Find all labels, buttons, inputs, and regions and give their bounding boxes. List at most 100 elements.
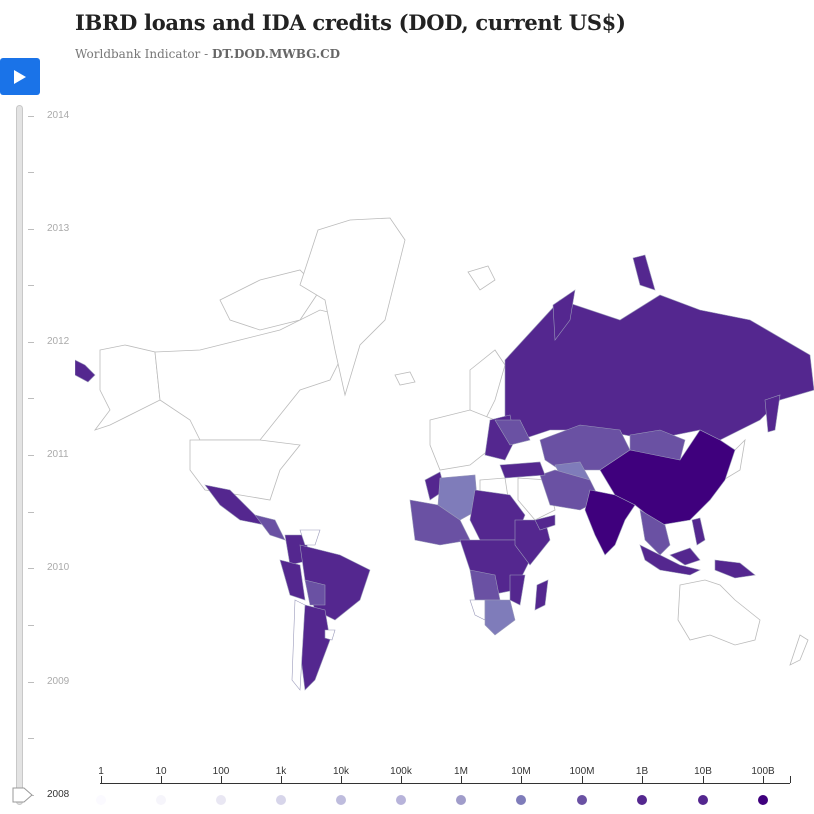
region-philippines	[691, 517, 706, 546]
timeline-tick	[28, 229, 34, 230]
region-turkey	[499, 461, 546, 479]
legend-tick	[341, 776, 342, 783]
legend-label: 1	[98, 766, 104, 777]
region-ukraine	[494, 419, 531, 446]
region-bolivia	[304, 579, 326, 606]
legend-label: 1B	[635, 766, 649, 777]
subtitle-prefix: Worldbank Indicator -	[75, 47, 212, 61]
region-central-america	[254, 514, 286, 541]
legend-color-swatch	[276, 795, 286, 805]
legend-tick	[763, 776, 764, 783]
region-greenland	[299, 217, 406, 397]
region-venezuela	[299, 529, 321, 546]
legend-tick	[582, 776, 583, 783]
region-se-asia	[639, 509, 671, 556]
legend-color-swatch	[156, 795, 166, 805]
legend-label: 100k	[390, 766, 412, 777]
timeline-minor-tick	[28, 512, 34, 513]
timeline-minor-tick	[28, 285, 34, 286]
legend-label: 100B	[751, 766, 775, 777]
legend-tick	[642, 776, 643, 783]
legend-tick	[521, 776, 522, 783]
timeline-year-2011[interactable]: 2011	[47, 449, 69, 460]
legend-label: 1M	[454, 766, 468, 777]
region-kamchatka	[764, 394, 781, 433]
timeline-tick	[28, 682, 34, 683]
legend-color-swatch	[96, 795, 106, 805]
region-russia-islands	[632, 254, 656, 291]
legend-label: 10	[155, 766, 167, 777]
timeline-year-2012[interactable]: 2012	[47, 336, 70, 347]
region-yemen	[534, 514, 556, 531]
legend-tick	[281, 776, 282, 783]
region-aleutian	[75, 359, 96, 383]
chart-subtitle: Worldbank Indicator - DT.DOD.MWBG.CD	[75, 47, 340, 61]
region-iceland	[394, 371, 416, 386]
legend-tick	[221, 776, 222, 783]
legend-tick	[461, 776, 462, 783]
timeline-slider-track[interactable]	[16, 105, 23, 805]
region-svalbard	[467, 265, 496, 291]
region-new-zealand	[789, 634, 809, 666]
legend-color-swatch	[758, 795, 768, 805]
timeline-minor-tick	[28, 625, 34, 626]
region-usa	[189, 439, 301, 501]
legend-label: 100M	[569, 766, 595, 777]
region-novaya-zemlya	[552, 289, 576, 341]
region-canadian-arctic	[219, 269, 321, 331]
legend-color-swatch	[456, 795, 466, 805]
legend-color-swatch	[216, 795, 226, 805]
legend-label: 10M	[511, 766, 531, 777]
legend-tick	[161, 776, 162, 783]
timeline-year-2008[interactable]: 2008	[47, 789, 70, 800]
timeline-tick	[28, 342, 34, 343]
legend-tick	[401, 776, 402, 783]
play-button[interactable]	[0, 58, 40, 95]
region-borneo-sulawesi	[669, 547, 701, 566]
legend-label: 100	[212, 766, 230, 777]
timeline-year-2010[interactable]: 2010	[47, 562, 70, 573]
region-papua	[714, 559, 756, 579]
legend-color-swatch	[577, 795, 587, 805]
timeline-slider-handle[interactable]	[12, 787, 34, 805]
region-western-europe	[429, 409, 496, 471]
region-scandinavia	[469, 349, 506, 421]
legend-axis-end-tick	[790, 776, 791, 783]
region-algeria	[437, 474, 479, 521]
region-indonesia	[639, 544, 701, 576]
timeline-year-2009[interactable]: 2009	[47, 676, 70, 687]
timeline-tick	[28, 116, 34, 117]
world-map	[75, 217, 814, 691]
region-chile	[291, 599, 306, 691]
region-mozambique	[509, 574, 526, 606]
legend-tick	[703, 776, 704, 783]
legend-axis	[100, 783, 790, 784]
timeline-minor-tick	[28, 172, 34, 173]
legend-color-swatch	[698, 795, 708, 805]
legend-color-swatch	[637, 795, 647, 805]
region-canada	[154, 309, 361, 441]
legend-color-swatch	[336, 795, 346, 805]
indicator-code: DT.DOD.MWBG.CD	[211, 47, 341, 61]
region-russia	[504, 294, 814, 441]
region-peru	[279, 559, 306, 601]
region-alaska	[93, 344, 161, 431]
legend-label: 10k	[332, 766, 350, 777]
legend-label: 10B	[694, 766, 712, 777]
timeline-year-2013[interactable]: 2013	[47, 223, 70, 234]
region-madagascar	[534, 579, 549, 611]
region-south-africa	[484, 599, 516, 636]
play-icon	[14, 69, 26, 84]
timeline-tick	[28, 568, 34, 569]
chart-title: IBRD loans and IDA credits (DOD, current…	[75, 10, 626, 35]
legend-tick	[101, 776, 102, 783]
timeline-year-2014[interactable]: 2014	[47, 110, 70, 121]
timeline-minor-tick	[28, 738, 34, 739]
region-namibia	[469, 599, 486, 621]
timeline-tick	[28, 455, 34, 456]
region-india	[584, 489, 636, 556]
timeline-minor-tick	[28, 398, 34, 399]
legend-color-swatch	[396, 795, 406, 805]
legend-color-swatch	[516, 795, 526, 805]
region-uruguay	[324, 629, 336, 641]
